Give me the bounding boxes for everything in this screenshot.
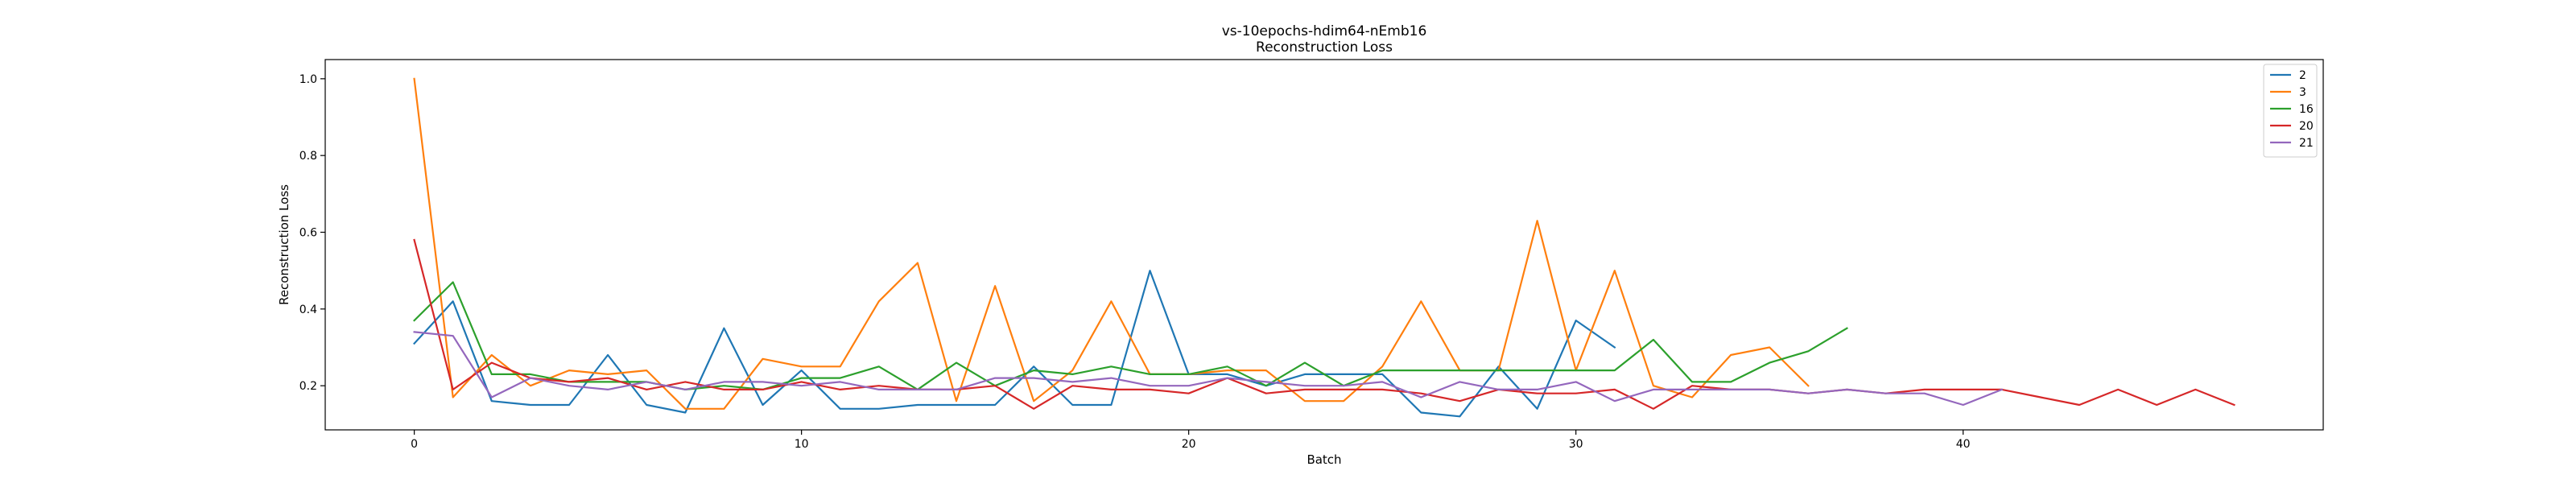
y-tick-label: 1.0 — [299, 73, 317, 86]
y-tick-label: 0.8 — [299, 150, 317, 163]
y-tick-label: 0.2 — [299, 380, 317, 393]
legend-label-21: 21 — [2299, 137, 2314, 150]
x-axis: 0 10 20 30 40 — [411, 430, 1971, 451]
series-line-3 — [413, 77, 1810, 410]
x-tick-label: 40 — [1956, 438, 1971, 451]
x-tick-label: 20 — [1182, 438, 1196, 451]
chart-subtitle: Reconstruction Loss — [1256, 39, 1393, 56]
x-axis-label: Batch — [1307, 452, 1341, 467]
legend-label-2: 2 — [2299, 69, 2306, 82]
legend-label-3: 3 — [2299, 86, 2306, 99]
x-tick-label: 10 — [795, 438, 809, 451]
legend-label-20: 20 — [2299, 120, 2314, 133]
legend-frame — [2263, 64, 2318, 158]
series-line-20 — [413, 238, 2235, 410]
chart-title: vs-10epochs-hdim64-nEmb16 — [1222, 23, 1427, 39]
x-tick-label: 0 — [411, 438, 418, 451]
y-axis: 0.2 0.4 0.6 0.8 1.0 — [299, 73, 325, 393]
x-tick-label: 30 — [1569, 438, 1583, 451]
y-tick-label: 0.4 — [299, 303, 317, 316]
legend: 2 3 16 20 21 — [2263, 64, 2318, 158]
series-line-21 — [413, 331, 2004, 407]
legend-label-16: 16 — [2299, 103, 2314, 116]
series-line-2 — [413, 270, 1616, 418]
y-tick-label: 0.6 — [299, 227, 317, 240]
plot-area-frame — [324, 59, 2324, 431]
series-lines — [413, 77, 2235, 418]
y-axis-label: Reconstruction Loss — [277, 184, 291, 305]
